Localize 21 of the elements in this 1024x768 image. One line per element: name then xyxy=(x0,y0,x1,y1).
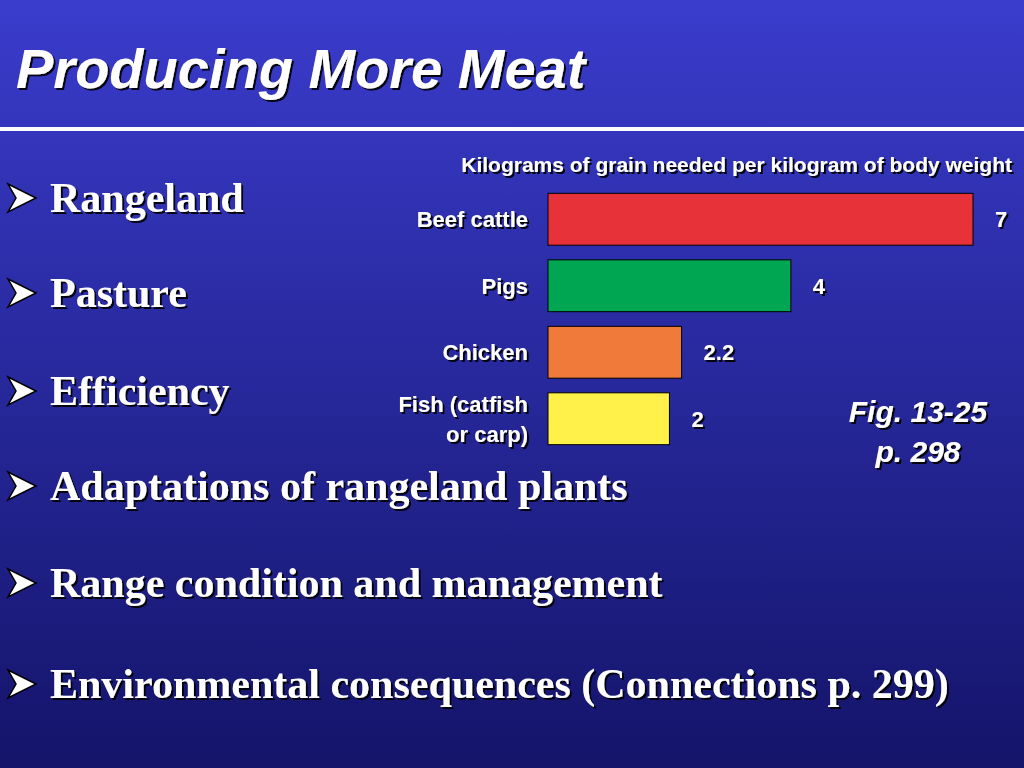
bar xyxy=(547,259,792,313)
chart-title: Producing More Meat xyxy=(16,37,588,100)
text: Range condition and management xyxy=(50,560,663,606)
y-tick-label: Beef cattle xyxy=(416,207,528,233)
bar xyxy=(547,325,683,379)
y-tick-label: Pigs xyxy=(481,273,528,299)
data-label: 4 xyxy=(812,273,826,299)
text: Pasture xyxy=(50,270,187,316)
text: Rangeland xyxy=(50,175,244,221)
y-tick-label: Fish (catfish or carp) xyxy=(398,391,528,447)
annotation: Fig. 13-25 p. 298 xyxy=(848,395,989,468)
bar xyxy=(547,192,974,246)
y-tick-label: Chicken xyxy=(442,340,528,366)
text: Adaptations of rangeland plants xyxy=(50,463,628,509)
text: Environmental consequences (Connections p. 299) xyxy=(50,661,949,708)
data-label: 2.2 xyxy=(703,340,735,366)
text: Efficiency xyxy=(50,368,230,414)
chart-subtitle: Kilograms of grain needed per kilogram of body weight xyxy=(461,153,1012,176)
bar xyxy=(547,392,670,446)
data-label: 7 xyxy=(995,207,1008,233)
data-label: 2 xyxy=(691,406,704,432)
